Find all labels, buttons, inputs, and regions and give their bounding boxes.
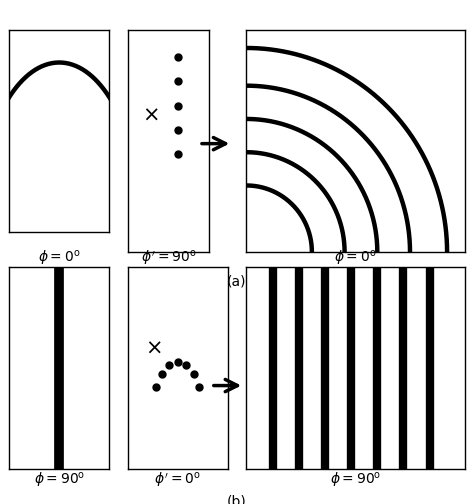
Text: $\phi' = 0^{\rm o}$: $\phi' = 0^{\rm o}$	[155, 471, 201, 490]
Text: $\phi = 0^{\rm o}$: $\phi = 0^{\rm o}$	[334, 249, 377, 269]
Text: $\times$: $\times$	[142, 104, 159, 124]
Text: $\times$: $\times$	[145, 338, 161, 358]
Text: $\phi = 90^{\rm o}$: $\phi = 90^{\rm o}$	[34, 471, 85, 490]
Text: $\phi = 0^{\rm o}$: $\phi = 0^{\rm o}$	[38, 249, 81, 269]
Text: $\phi = 90^{\rm o}$: $\phi = 90^{\rm o}$	[330, 471, 381, 490]
Text: (b): (b)	[227, 495, 247, 504]
Text: (a): (a)	[227, 275, 247, 289]
Text: $\phi' = 90^{\rm o}$: $\phi' = 90^{\rm o}$	[140, 249, 196, 269]
